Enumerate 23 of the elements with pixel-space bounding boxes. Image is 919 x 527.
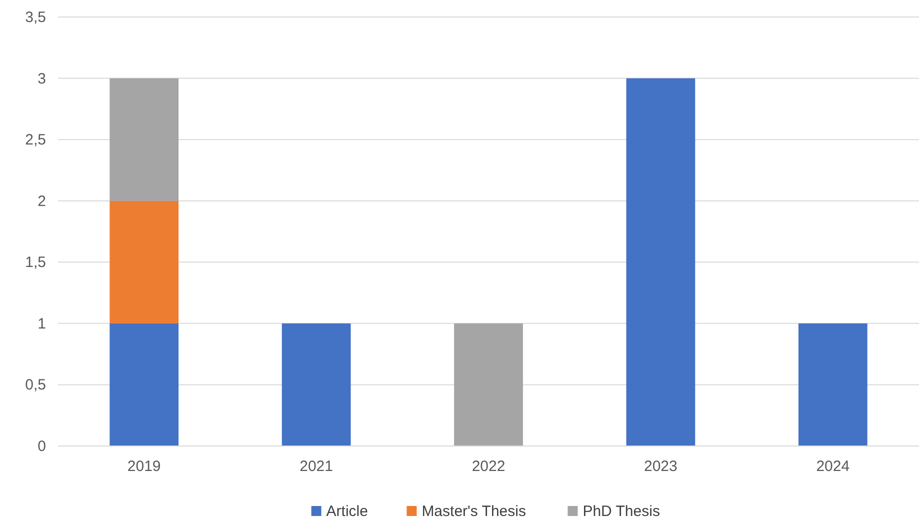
bar [798, 323, 868, 446]
y-tick-label: 2,5 [25, 132, 46, 149]
bar [282, 323, 351, 446]
y-tick-label: 1 [38, 315, 46, 332]
x-tick-label: 2019 [127, 458, 161, 475]
y-tick-label: 3,5 [25, 9, 46, 26]
legend-label: PhD Thesis [582, 503, 660, 520]
y-tick-label: 3 [38, 70, 46, 88]
y-tick-label: 1,5 [25, 254, 46, 272]
x-tick-label: 2023 [644, 458, 678, 475]
bar [626, 78, 696, 446]
bar [110, 78, 179, 201]
y-tick-label: 2 [38, 192, 46, 210]
legend-label: Master's Thesis [422, 503, 526, 520]
y-tick-label: 0,5 [25, 376, 46, 394]
x-tick-label: 2021 [300, 458, 333, 475]
bar [454, 323, 523, 446]
x-tick-label: 2022 [472, 458, 506, 475]
y-tick-label: 0 [38, 438, 46, 455]
legend-label: Article [326, 503, 368, 520]
x-tick-label: 2024 [816, 458, 850, 475]
bar [110, 323, 179, 446]
bar [110, 200, 179, 324]
